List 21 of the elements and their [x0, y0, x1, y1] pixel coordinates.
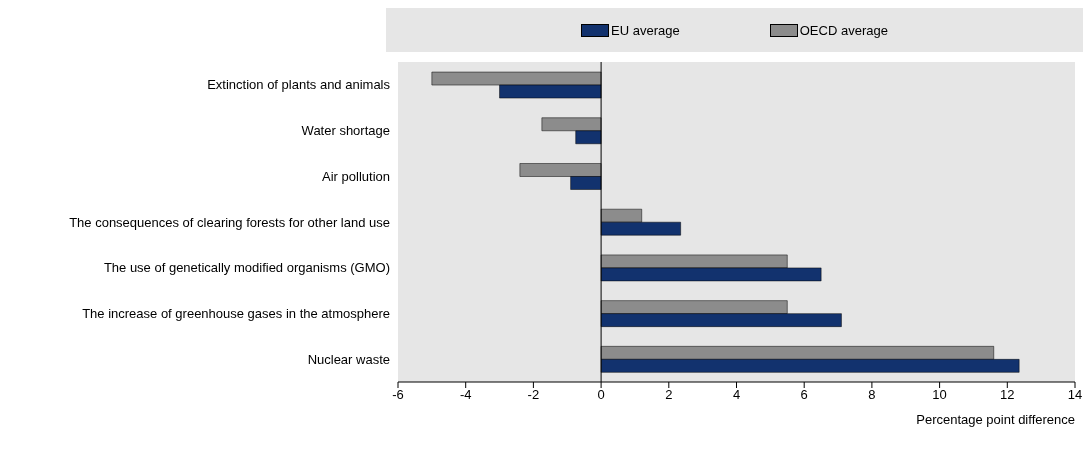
x-tick-label: -6: [392, 387, 404, 403]
x-tick-label: 0: [597, 387, 605, 403]
y-tick-label: The increase of greenhouse gases in the atmosphere: [82, 306, 390, 322]
x-tick-label: 2: [665, 387, 673, 403]
y-tick-label: Air pollution: [322, 168, 390, 184]
x-tick-label: -2: [527, 387, 540, 403]
x-tick-label: 14: [1067, 387, 1083, 403]
legend-label: OECD average: [799, 22, 888, 38]
x-tick-label: 6: [800, 387, 808, 403]
x-tick-label: 8: [868, 387, 876, 403]
y-tick-label: The consequences of clearing forests for other land use: [69, 214, 390, 230]
y-tick-label: Nuclear waste: [307, 351, 390, 367]
y-tick-label: The use of genetically modified organisms (GMO): [103, 260, 390, 276]
x-axis-title: Percentage point difference: [915, 412, 1075, 427]
y-tick-label: Extinction of plants and animals: [207, 77, 391, 93]
x-tick-label: 10: [932, 387, 947, 403]
legend-label: EU average: [611, 22, 680, 38]
x-tick-label: -4: [459, 387, 472, 403]
x-tick-label: 4: [732, 387, 741, 403]
x-tick-label: 12: [1000, 387, 1015, 403]
y-tick-label: Water shortage: [301, 123, 390, 139]
